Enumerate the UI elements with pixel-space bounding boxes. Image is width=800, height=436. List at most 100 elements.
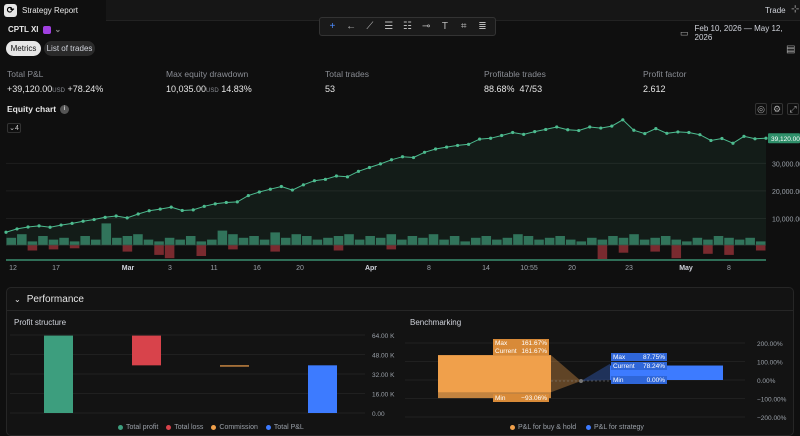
- loss-bar: [196, 245, 207, 256]
- strategy-report-tab[interactable]: ⟳ Strategy Report: [0, 0, 106, 21]
- equity-point: [81, 219, 85, 223]
- profit-bar: [470, 237, 481, 245]
- value-tag: [611, 376, 667, 384]
- profit-bar: [565, 239, 576, 245]
- tab-list-of-trades[interactable]: List of trades: [44, 41, 95, 56]
- crosshair-icon[interactable]: +: [329, 21, 336, 32]
- x-tick-label: 20: [296, 265, 304, 272]
- value-tag-label: Max: [613, 354, 626, 361]
- equity-point: [92, 217, 96, 222]
- value-tag-value: 161.67%: [521, 348, 547, 355]
- profit-bar: [418, 237, 428, 245]
- equity-point: [555, 125, 559, 129]
- loss-bar: [333, 245, 344, 251]
- fullscreen-icon[interactable]: ⤢: [787, 103, 799, 115]
- equity-point: [191, 208, 195, 212]
- equity-point: [731, 141, 735, 145]
- value-tag: [493, 347, 549, 355]
- horizontal-line-icon[interactable]: ⊸: [422, 21, 431, 32]
- profit-bar: [291, 234, 302, 245]
- rectangle-icon[interactable]: ⌗: [460, 21, 467, 32]
- date-range-selector[interactable]: ▭ Feb 10, 2026 — May 12, 2026: [680, 24, 800, 42]
- value-tag-label: Min: [495, 395, 506, 402]
- trend-line-icon[interactable]: ⟋: [366, 21, 374, 32]
- x-tick-label: May: [679, 265, 693, 272]
- profit-bar: [228, 234, 238, 245]
- profit-bar: [90, 239, 101, 245]
- profit-bar: [492, 239, 502, 245]
- profit-bar: [38, 236, 48, 245]
- arrow-left-icon[interactable]: ←: [346, 21, 357, 32]
- value-tag-value: −93.06%: [521, 395, 547, 402]
- equity-point: [489, 136, 493, 140]
- profit-structure-title: Profit structure: [14, 318, 67, 327]
- y-tick-label: 48.00 K: [372, 353, 395, 360]
- profit-bar: [555, 236, 565, 245]
- performance-header[interactable]: ⌄ Performance: [14, 294, 84, 305]
- equity-point: [654, 127, 658, 131]
- profit-bar: [428, 234, 439, 245]
- profit-bar: [280, 237, 291, 245]
- profit-bar: [175, 239, 185, 245]
- profit-bar: [217, 230, 228, 245]
- profit-bar: [365, 236, 375, 245]
- profit-bar: [439, 239, 449, 245]
- equity-point: [136, 212, 140, 216]
- profit-bar: [671, 239, 682, 245]
- profit-bar: [650, 237, 660, 245]
- value-tag: [611, 362, 667, 370]
- equity-point: [235, 200, 239, 204]
- equity-point: [37, 224, 41, 228]
- profit-bar: [323, 237, 333, 245]
- settings-icon[interactable]: ⚙: [771, 103, 783, 115]
- fib-icon[interactable]: ☰: [384, 21, 394, 32]
- x-tick-label: 23: [625, 265, 633, 272]
- stat-total-pnl: Total P&L +39,120.00USD +78.24%: [7, 69, 103, 94]
- trade-button[interactable]: Trade: [765, 6, 786, 15]
- equity-point: [665, 131, 669, 135]
- profit-bar: [154, 241, 164, 245]
- equity-point: [224, 200, 228, 205]
- equity-point: [378, 162, 383, 166]
- profit-bar: [734, 239, 745, 245]
- stat-label: Profit factor: [643, 69, 687, 79]
- fib2-icon[interactable]: ☷: [402, 21, 412, 32]
- equity-point: [59, 223, 63, 227]
- profit-bar: [449, 236, 460, 245]
- hashtag-lines-icon[interactable]: ≣: [478, 21, 487, 32]
- profit-bar: [587, 237, 597, 245]
- equity-point: [411, 155, 416, 160]
- y-tick-label: 10,000.00: [772, 216, 800, 223]
- strategy-selector[interactable]: CPTL XI ⌄: [8, 25, 61, 34]
- profit-bar: [249, 236, 259, 245]
- info-icon[interactable]: i: [60, 104, 70, 114]
- equity-point: [632, 128, 636, 132]
- pin-icon[interactable]: ⊹: [791, 4, 800, 15]
- tab-metrics[interactable]: Metrics: [6, 41, 41, 56]
- stat-profitable-trades: Profitable trades 88.68% 47/53: [484, 69, 546, 94]
- chevron-down-icon: ⌄: [54, 25, 62, 34]
- connector-dot: [579, 379, 583, 383]
- camera-icon[interactable]: ◎: [755, 103, 767, 115]
- equity-point: [676, 130, 680, 134]
- profit-bar: [629, 234, 639, 245]
- stat-value: 88.68% 47/53: [484, 84, 543, 94]
- stat-label: Profitable trades: [484, 69, 546, 79]
- equity-point: [356, 169, 361, 173]
- x-tick-label: 16: [253, 265, 261, 272]
- profit-bar: [682, 241, 692, 245]
- y-tick-label: 16.00 K: [372, 392, 395, 399]
- drawing-toolbar: + ← ⟋ ☰ ☷ ⊸ T ⌗ ≣: [319, 17, 496, 36]
- benchmarking-legend: P&L for buy & hold P&L for strategy: [510, 424, 644, 431]
- x-tick-label: Mar: [122, 265, 135, 272]
- divider: [6, 310, 794, 311]
- profit-bar: [259, 239, 270, 245]
- loss-bar: [48, 245, 59, 250]
- profit-bar: [164, 237, 175, 245]
- connector-fan-orange: [551, 355, 581, 393]
- collapse-button[interactable]: ⌄ 4: [7, 123, 21, 133]
- x-tick-label: 20: [568, 265, 576, 272]
- layout-grid-icon[interactable]: ▤: [786, 44, 796, 55]
- text-icon[interactable]: T: [441, 21, 449, 32]
- profit-bar: [185, 236, 196, 245]
